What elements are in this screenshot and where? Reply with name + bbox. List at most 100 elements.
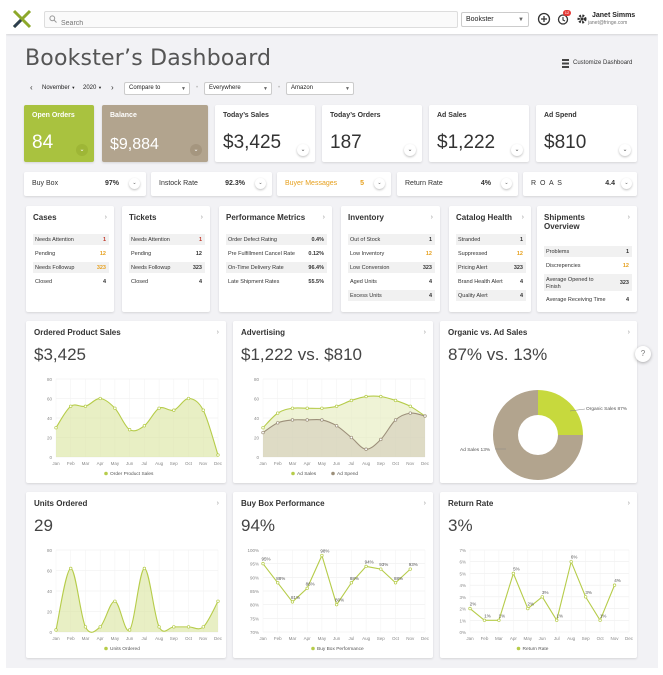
shipments-overview-card[interactable]: Shipments Overview › Problems 1 Discrepenc… — [537, 206, 637, 312]
chevron-right-icon[interactable]: › — [521, 214, 524, 221]
list-row[interactable]: Out of Stock 1 — [348, 234, 435, 245]
chevron-right-icon[interactable]: › — [423, 329, 426, 336]
compare-select[interactable]: Compare to ▼ — [124, 82, 190, 95]
chevron-down-icon: ▼ — [518, 17, 524, 23]
inventory-card[interactable]: Inventory › Out of Stock 1 Low Inventory 1… — [341, 206, 440, 312]
kpi-open-orders[interactable]: Open Orders 84 ⌄ — [24, 105, 94, 162]
search-input[interactable] — [61, 16, 441, 31]
region-select-value: Everywhere — [209, 85, 241, 91]
tickets-card[interactable]: Tickets › Needs Attention 1 Pending 12 Nee… — [122, 206, 210, 312]
list-row[interactable]: Order Defect Rating 0.4% — [226, 234, 327, 245]
list-row[interactable]: Aged Units 4 — [348, 276, 435, 287]
cases-card[interactable]: Cases › Needs Attention 1 Pending 12 Needs… — [26, 206, 114, 312]
region-select[interactable]: Everywhere ▼ — [204, 82, 272, 95]
add-circle-icon[interactable] — [537, 12, 551, 26]
data-point — [216, 453, 220, 457]
kpi-ad-sales[interactable]: Ad Sales $1,222 ⌄ — [429, 105, 529, 162]
chevron-right-icon[interactable]: › — [216, 500, 219, 507]
data-point — [172, 625, 176, 629]
logo-icon[interactable] — [12, 9, 32, 29]
list-row[interactable]: Needs Followup 323 — [33, 262, 109, 273]
chevron-right-icon[interactable]: › — [104, 214, 107, 221]
list-row[interactable]: Discrepencies 12 — [544, 260, 632, 271]
chevron-down-icon[interactable]: ⌄ — [76, 144, 88, 156]
buy-box-performance-card[interactable]: Buy Box Performance › 94% 70% 75% 80% 85% 90… — [233, 492, 433, 658]
advertising-card[interactable]: Advertising › $1,222 vs. $810 0 20 40 60 80 J… — [233, 321, 433, 483]
list-row[interactable]: Suppressed 12 — [456, 248, 526, 259]
metric-return-rate[interactable]: Return Rate 4% ⌄ — [397, 172, 518, 196]
chevron-down-icon[interactable]: ⌄ — [501, 178, 512, 189]
organic-vs-ad-sales-card[interactable]: Organic vs. Ad Sales › 87% vs. 13% Organ… — [440, 321, 637, 483]
series-area — [263, 413, 425, 457]
y-tick-label: 60 — [47, 569, 53, 574]
chevron-right-icon[interactable]: › — [627, 214, 630, 221]
list-row[interactable]: Pricing Alert 323 — [456, 262, 526, 273]
kpi-todays-sales[interactable]: Today’s Sales $3,425 ⌄ — [215, 105, 315, 162]
chevron-right-icon[interactable]: › — [627, 500, 630, 507]
prev-period-arrow-icon[interactable]: ‹ — [30, 83, 33, 92]
y-tick-label: 75% — [250, 616, 259, 621]
list-row[interactable]: Average Receiving Time 4 — [544, 294, 632, 305]
list-row[interactable]: Problems 1 — [544, 246, 632, 257]
chevron-down-icon[interactable]: ⌄ — [511, 144, 523, 156]
chevron-down-icon[interactable]: ⌄ — [619, 144, 631, 156]
chevron-right-icon[interactable]: › — [627, 329, 630, 336]
performance-metrics-card[interactable]: Performance Metrics › Order Defect Ratin… — [219, 206, 332, 312]
x-tick-label: Nov — [406, 636, 415, 641]
list-row[interactable]: Pending 12 — [33, 248, 109, 259]
list-row[interactable]: Closed 4 — [129, 276, 205, 287]
year-select[interactable]: 2020 ▼ — [83, 85, 102, 91]
list-row[interactable]: Needs Attention 1 — [33, 234, 109, 245]
ordered-product-sales-card[interactable]: Ordered Product Sales › $3,425 0 20 40 60 80… — [26, 321, 226, 483]
chevron-down-icon[interactable]: ⌄ — [190, 144, 202, 156]
chevron-down-icon[interactable]: ⌄ — [255, 178, 266, 189]
metric-instock-rate[interactable]: Instock Rate 92.3% ⌄ — [151, 172, 272, 196]
chevron-right-icon[interactable]: › — [216, 329, 219, 336]
catalog-health-card[interactable]: Catalog Health › Stranded 1 Suppressed 12 … — [449, 206, 531, 312]
data-point — [379, 567, 383, 571]
chevron-right-icon[interactable]: › — [322, 214, 325, 221]
list-row[interactable]: Low Inventory 12 — [348, 248, 435, 259]
list-row[interactable]: Pending 12 — [129, 248, 205, 259]
channel-select[interactable]: Amazon ▼ — [286, 82, 354, 95]
month-select[interactable]: November ▼ — [42, 85, 75, 91]
data-point — [157, 625, 161, 629]
pie-label: Ad Sales 13% — [460, 447, 491, 453]
list-row[interactable]: On-Time Delivery Rate 96.4% — [226, 262, 327, 273]
list-row[interactable]: Low Conversion 323 — [348, 262, 435, 273]
kpi-balance[interactable]: Balance $9,884 ⌄ — [102, 105, 208, 162]
return-rate-card[interactable]: Return Rate › 3% 0% 1% 2% 3% 4% 5% 6% 7% Jan Feb M… — [440, 492, 637, 658]
chevron-down-icon[interactable]: ⌄ — [621, 178, 632, 189]
metric-buyer-messages[interactable]: Buyer Messages 5 ⌄ — [277, 172, 391, 196]
kpi-todays-orders[interactable]: Today’s Orders 187 ⌄ — [322, 105, 422, 162]
list-row[interactable]: Pre Fulfillment Cancel Rate 0.12% — [226, 248, 327, 259]
search-box[interactable] — [44, 11, 458, 31]
list-row[interactable]: Needs Followup 323 — [129, 262, 205, 273]
chevron-down-icon[interactable]: ⌄ — [297, 144, 309, 156]
list-row[interactable]: Quality Alert 4 — [456, 290, 526, 301]
store-select[interactable]: Bookster ▼ — [461, 12, 529, 27]
help-button[interactable]: ? — [635, 346, 651, 362]
chevron-right-icon[interactable]: › — [200, 214, 203, 221]
chevron-down-icon[interactable]: ⌄ — [374, 178, 385, 189]
list-row[interactable]: Average Opened to Finish 323 — [544, 274, 632, 291]
list-row[interactable]: Excess Units 4 — [348, 290, 435, 301]
legend-label: Buy Box Performance — [317, 646, 364, 652]
data-point — [261, 426, 265, 430]
units-ordered-card[interactable]: Units Ordered › 29 0 20 40 60 80 Jan Feb Mar Apr… — [26, 492, 226, 658]
chevron-down-icon[interactable]: ⌄ — [404, 144, 416, 156]
chevron-down-icon[interactable]: ⌄ — [129, 178, 140, 189]
metric-buy-box[interactable]: Buy Box 97% ⌄ — [24, 172, 146, 196]
next-period-arrow-icon[interactable]: › — [111, 83, 114, 92]
gear-icon[interactable] — [575, 12, 589, 26]
user-name[interactable]: Janet Simms — [592, 12, 636, 19]
chevron-right-icon[interactable]: › — [423, 500, 426, 507]
kpi-ad-spend[interactable]: Ad Spend $810 ⌄ — [536, 105, 637, 162]
list-row[interactable]: Brand Health Alert 4 — [456, 276, 526, 287]
list-row[interactable]: Needs Attention 1 — [129, 234, 205, 245]
list-row[interactable]: Stranded 1 — [456, 234, 526, 245]
metric-roas[interactable]: R O A S 4.4 ⌄ — [523, 172, 637, 196]
list-row[interactable]: Closed 4 — [33, 276, 109, 287]
chevron-right-icon[interactable]: › — [430, 214, 433, 221]
list-row[interactable]: Late Shipment Rates 55.5% — [226, 276, 327, 287]
